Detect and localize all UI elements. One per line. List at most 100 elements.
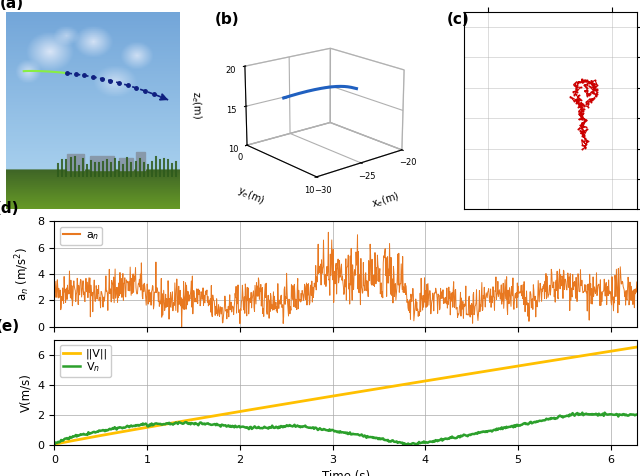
Point (584, 79, 594, 87)
Point (577, 75, 587, 83)
Point (576, 99, 586, 107)
Bar (119, 158, 133, 170)
Point (577, 146, 588, 153)
Point (568, 81, 579, 89)
Point (578, 106, 588, 113)
Point (581, 98, 591, 106)
Point (577, 119, 587, 127)
Point (588, 86, 598, 94)
Point (571, 84, 581, 91)
Point (573, 79, 583, 87)
Point (581, 77, 591, 85)
Point (579, 138, 589, 145)
Point (586, 79, 596, 87)
X-axis label: x$_e$(m): x$_e$(m) (371, 189, 402, 211)
Text: (b): (b) (214, 12, 239, 27)
Point (582, 89, 593, 97)
Text: (a): (a) (0, 0, 24, 11)
Bar (67, 154, 84, 170)
Point (578, 79, 588, 86)
Point (588, 82, 598, 89)
Point (575, 102, 585, 109)
Point (573, 93, 583, 100)
Point (571, 96, 581, 104)
Point (586, 97, 596, 104)
Point (589, 86, 599, 94)
Point (581, 83, 591, 91)
Point (575, 129, 586, 137)
Point (577, 115, 587, 123)
Point (582, 81, 592, 89)
Point (572, 83, 582, 91)
Point (579, 131, 589, 139)
Point (588, 95, 598, 102)
Point (575, 127, 585, 134)
Point (575, 111, 585, 119)
Point (573, 116, 584, 123)
Point (577, 103, 587, 110)
Text: (d): (d) (0, 201, 19, 216)
Point (577, 121, 587, 129)
Point (589, 89, 599, 97)
Y-axis label: V(m/s): V(m/s) (19, 373, 32, 412)
Point (582, 77, 592, 85)
Point (582, 77, 592, 84)
Point (575, 100, 585, 108)
Point (577, 121, 588, 129)
Point (583, 103, 593, 110)
Point (568, 88, 578, 96)
Point (571, 85, 581, 92)
Point (579, 128, 589, 135)
Point (579, 78, 589, 85)
Point (578, 108, 588, 115)
Point (572, 81, 582, 89)
Point (576, 105, 586, 113)
Point (577, 141, 588, 149)
Point (577, 119, 588, 127)
Point (579, 77, 589, 84)
Point (589, 94, 599, 102)
Point (586, 98, 596, 106)
Point (575, 101, 586, 109)
Point (581, 100, 591, 108)
Point (579, 142, 589, 149)
Point (580, 77, 590, 84)
Point (590, 90, 600, 98)
Point (579, 81, 589, 89)
Point (585, 95, 595, 103)
Point (584, 99, 594, 107)
Point (583, 90, 593, 98)
Point (584, 98, 595, 105)
Point (589, 80, 600, 88)
Point (576, 108, 586, 116)
Point (577, 101, 588, 109)
Point (584, 82, 595, 90)
Point (580, 144, 590, 151)
Point (586, 77, 596, 84)
Point (575, 99, 586, 107)
Point (583, 78, 593, 86)
Point (590, 77, 600, 84)
Point (589, 80, 599, 88)
Point (579, 132, 589, 140)
Point (588, 82, 598, 90)
Point (586, 77, 596, 85)
Point (589, 85, 599, 92)
Y-axis label: y$_e$(m): y$_e$(m) (235, 183, 267, 208)
Point (576, 113, 586, 121)
Point (584, 79, 594, 86)
Legend: a$_n$: a$_n$ (60, 227, 102, 245)
Point (575, 121, 585, 129)
Point (575, 111, 586, 119)
Point (580, 143, 591, 150)
Point (575, 101, 585, 109)
Point (577, 102, 588, 109)
Point (575, 95, 585, 102)
Point (571, 87, 581, 95)
Point (581, 78, 591, 85)
Point (592, 90, 602, 98)
Point (582, 84, 592, 92)
Point (572, 87, 582, 94)
Point (591, 92, 602, 99)
Point (579, 102, 589, 109)
